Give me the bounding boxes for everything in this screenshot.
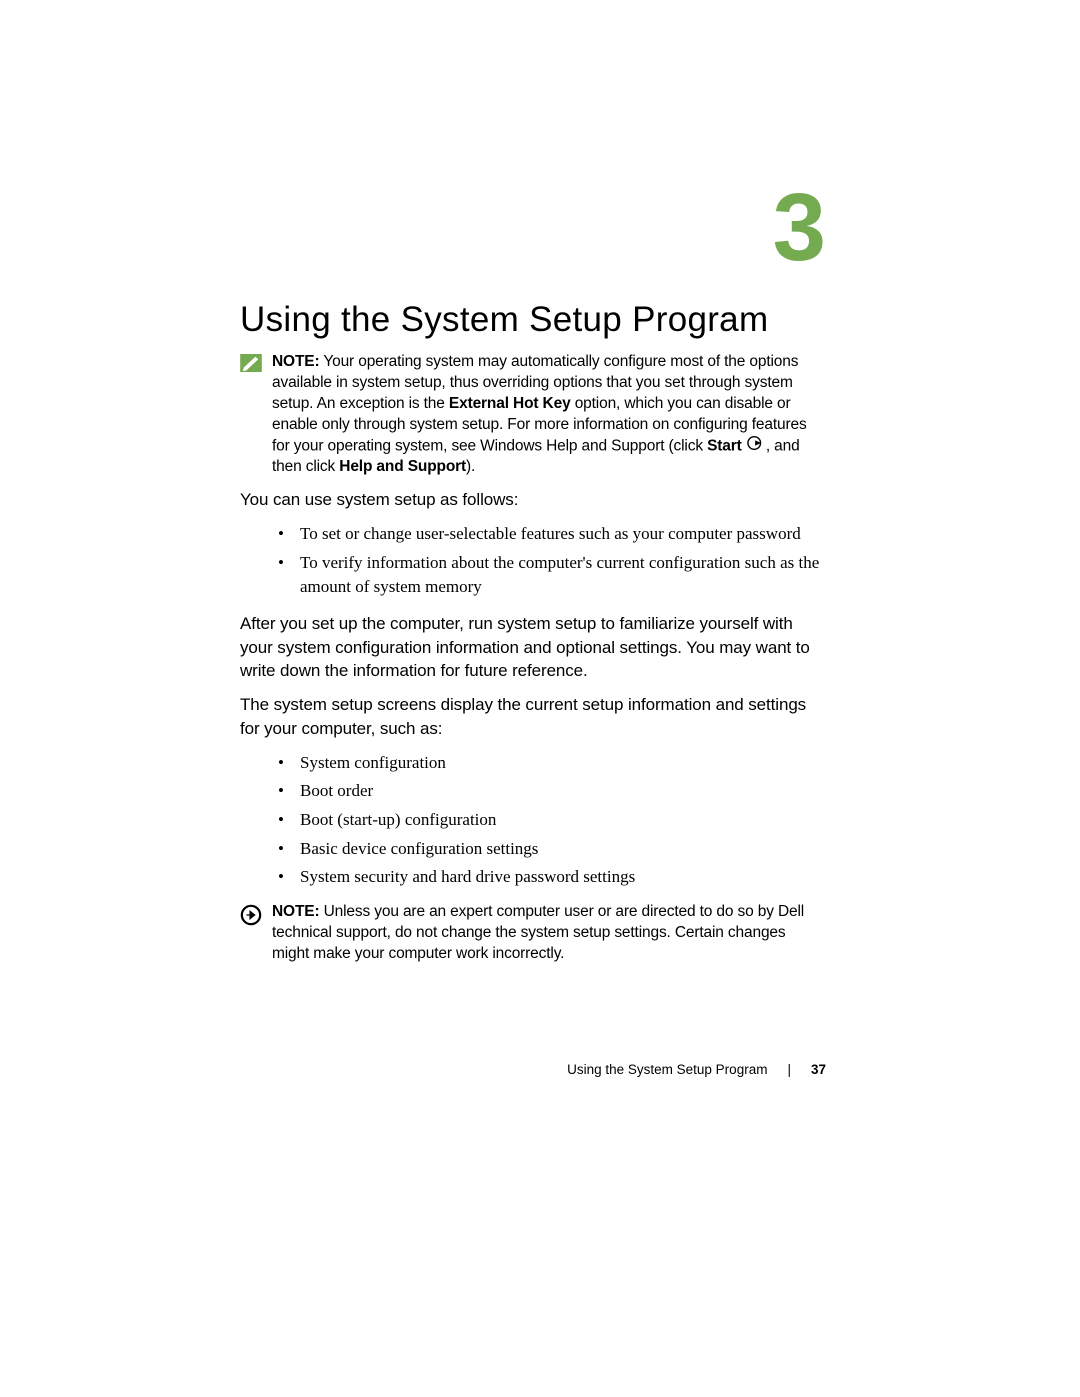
paragraph-2: After you set up the computer, run syste… [240,612,820,683]
note-2-body: Unless you are an expert computer user o… [272,903,804,962]
chapter-title: Using the System Setup Program [240,300,820,340]
note-1-label: NOTE: [272,353,319,370]
note-block-1: NOTE: Your operating system may automati… [240,352,820,478]
note-1-bold2: Start [707,437,742,454]
page: 3 Using the System Setup Program NOTE: Y… [0,0,1080,1397]
arrow-circle-icon [240,904,262,931]
start-orb-icon [747,436,765,457]
footer-inner: Using the System Setup Program | 37 [567,1062,826,1077]
info-list: System configuration Boot order Boot (st… [240,751,820,890]
note-2-label: NOTE: [272,903,319,920]
list-item: System security and hard drive password … [300,865,820,890]
paragraph-1: You can use system setup as follows: [240,488,820,512]
paragraph-3: The system setup screens display the cur… [240,693,820,741]
list-item: To verify information about the computer… [300,551,820,600]
content-area: Using the System Setup Program NOTE: You… [240,300,960,965]
footer-separator: | [787,1062,791,1077]
note-1-bold3: Help and Support [339,458,466,475]
note-1-part5: ). [466,458,475,475]
note-1-part3 [742,437,746,454]
note-2-text: NOTE: Unless you are an expert computer … [272,902,820,965]
list-item: Boot (start-up) configuration [300,808,820,833]
note-1-bold1: External Hot Key [449,395,571,412]
edit-icon [240,354,262,377]
note-block-2: NOTE: Unless you are an expert computer … [240,902,820,965]
footer-title: Using the System Setup Program [567,1062,767,1077]
footer-page-number: 37 [811,1062,826,1077]
list-item: Boot order [300,779,820,804]
chapter-number: 3 [773,180,826,276]
note-1-text: NOTE: Your operating system may automati… [272,352,820,478]
list-item: System configuration [300,751,820,776]
list-item: To set or change user-selectable feature… [300,522,820,547]
list-item: Basic device configuration settings [300,837,820,862]
usage-list: To set or change user-selectable feature… [240,522,820,600]
